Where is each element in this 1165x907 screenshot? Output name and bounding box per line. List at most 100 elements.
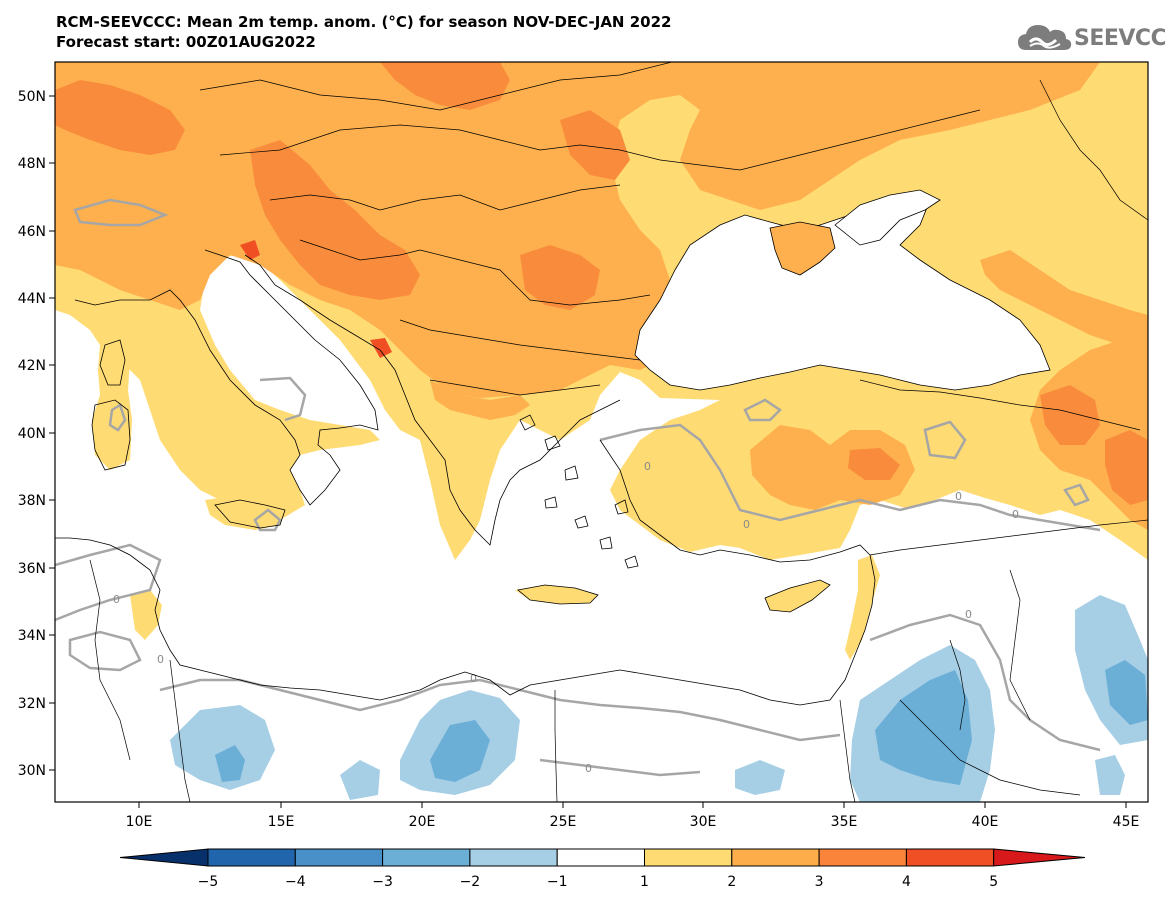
zero-contour-anatolia-north [743, 398, 782, 422]
crimea [769, 221, 836, 276]
colorbar-label: 3 [815, 874, 824, 890]
seevccc-logo: SEEVCCC [1016, 20, 1165, 56]
warm-field-level-3-east [1105, 430, 1148, 505]
lat-label-42n: 42N [18, 358, 46, 374]
zero-contour-sardinia [108, 403, 127, 432]
warm-field-cyprus [765, 580, 830, 612]
colorbar: −5 −4 −3 −2 −1 1 2 3 4 5 [119, 848, 1086, 890]
border-13 [554, 690, 558, 802]
zero-contour-anatolia-east [923, 420, 967, 460]
zero-contour-italy [259, 376, 307, 422]
levant-coast [55, 537, 876, 706]
colorbar-label: −1 [547, 874, 568, 890]
aegean-island-4 [544, 496, 558, 509]
colorbar-segment [905, 848, 995, 867]
map-title: RCM-SEEVCCC: Mean 2m temp. anom. (°C) fo… [56, 12, 671, 52]
border-17 [1039, 79, 1148, 221]
cool-field-libya-west [170, 705, 275, 790]
cyprus-coast [764, 579, 831, 613]
cool-field-south-east [1095, 755, 1125, 795]
border-7 [659, 109, 981, 171]
contour-label-8: 0 [585, 762, 592, 775]
lat-label-36n: 36N [18, 561, 46, 577]
warm-field-level-2-anatolia [750, 425, 915, 510]
border-4 [299, 239, 651, 306]
border-16 [169, 659, 191, 802]
logo-text: SEEVCCC [1074, 26, 1165, 51]
map-frame [54, 61, 1149, 803]
warm-field-level-2 [55, 62, 1100, 398]
azov-sea [834, 189, 941, 246]
contour-label-6: 0 [157, 653, 164, 666]
crete-coast [517, 584, 599, 605]
turkey-coast [599, 439, 871, 563]
lat-label-30n: 30N [18, 763, 46, 779]
colorbar-segment [731, 848, 820, 867]
contour-labels: 0 0 0 0 0 0 0 0 0 [113, 460, 1019, 775]
lat-label-50n: 50N [18, 89, 46, 105]
cool-field-libya-centre [340, 760, 380, 800]
zero-contour-levant [869, 613, 1101, 752]
lon-label-30e: 30E [690, 814, 717, 830]
contour-label-7: 0 [470, 672, 477, 685]
colorbar-segment [818, 848, 907, 867]
colorbar-arrow-low [119, 848, 209, 867]
colorbar-label: −3 [372, 874, 393, 890]
black-sea [634, 194, 1051, 391]
aegean-island-1 [519, 414, 536, 431]
warm-field-islands [92, 340, 132, 470]
warm-field-crete [515, 585, 598, 604]
warm-field-level-3-anatolia [848, 448, 900, 480]
warm-field-level-2-greece [430, 380, 530, 420]
border-2 [219, 124, 661, 161]
lat-label-34n: 34N [18, 628, 46, 644]
colorbar-segment [382, 848, 471, 867]
aegean-island-8 [624, 555, 639, 569]
border-1 [199, 62, 674, 111]
colorbar-segment [556, 848, 646, 867]
latitude-axis: 50N 48N 46N 44N 42N 40N 38N 36N 34N 32N … [18, 89, 55, 779]
longitude-axis: 10E 15E 20E 25E 30E 35E 40E 45E [126, 802, 1139, 830]
colorbar-label: 2 [727, 874, 736, 890]
colorbar-segment [207, 848, 296, 867]
border-5 [399, 319, 641, 361]
lon-label-40e: 40E [972, 814, 999, 830]
warm-field-level-2-ne [980, 250, 1148, 345]
contour-label-2: 0 [743, 518, 750, 531]
warm-field-level-4-montenegro [370, 338, 392, 358]
border-10 [899, 699, 1081, 796]
border-8 [859, 379, 1141, 431]
zero-contour-east [1063, 483, 1090, 507]
lon-label-15e: 15E [268, 814, 295, 830]
title-line-1: RCM-SEEVCCC: Mean 2m temp. anom. (°C) fo… [56, 13, 672, 31]
title-line-2: Forecast start: 00Z01AUG2022 [56, 33, 316, 51]
colorbar-label: 4 [902, 874, 911, 890]
contour-label-5: 0 [113, 593, 120, 606]
aegean-island-7 [614, 499, 629, 515]
zero-contour-alps [73, 198, 169, 227]
cool-field-egypt [735, 760, 785, 795]
border-12 [1009, 569, 1031, 721]
aegean-island-2 [544, 435, 561, 451]
aegean-islands [519, 414, 639, 569]
zero-contour-tunisia [68, 630, 142, 672]
warm-field-level-3-ukraine [560, 110, 630, 180]
cool-field-level-2-libya-west [215, 745, 245, 782]
border-9 [869, 519, 1148, 556]
colorbar-label: −4 [285, 874, 306, 890]
aegean-island-6 [599, 536, 613, 550]
zero-contour-north-africa [55, 543, 162, 622]
sardinia-coast [91, 399, 131, 471]
corsica-coast [99, 339, 126, 386]
colorbar-segment [294, 848, 384, 867]
cool-field-level-2-levant [875, 670, 972, 785]
warm-field-sicily [205, 495, 285, 530]
border-6 [429, 379, 601, 396]
warm-field-level-3-nw [55, 80, 185, 155]
lat-label-32n: 32N [18, 696, 46, 712]
warm-field-level-3-romania [520, 245, 600, 310]
lon-label-35e: 35E [831, 814, 858, 830]
colorbar-segment [469, 848, 558, 867]
warm-field-level-4-adriatic [240, 240, 260, 260]
